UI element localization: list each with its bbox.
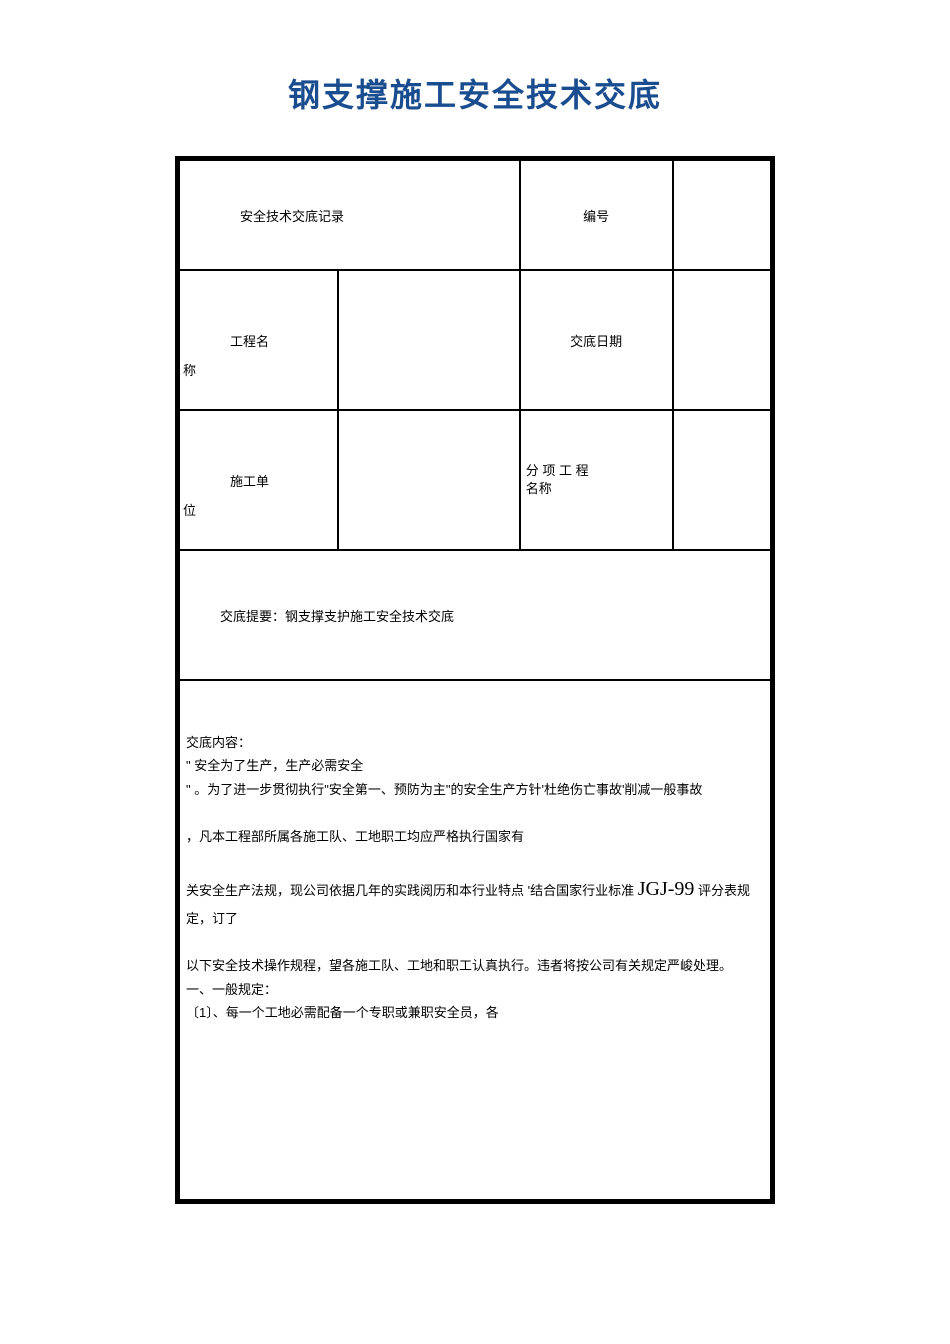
content-body: 交底内容： " 安全为了生产，生产必需安全 " 。为了进一步贯彻执行"安全第一、…: [186, 731, 764, 1024]
content-line-1: " 安全为了生产，生产必需安全: [186, 758, 363, 773]
number-label-cell: 编号: [520, 160, 673, 270]
table-row-5: 交底内容： " 安全为了生产，生产必需安全 " 。为了进一步贯彻执行"安全第一、…: [179, 680, 771, 1200]
summary-text: 交底提要：钢支撑支护施工安全技术交底: [220, 609, 454, 624]
content-line-2: " 。为了进一步贯彻执行"安全第一、预防为主"的安全生产方针'杜绝伤亡事故'削减…: [186, 782, 702, 797]
document-title: 钢支撑施工安全技术交底: [0, 70, 950, 116]
table-row-4: 交底提要：钢支撑支护施工安全技术交底: [179, 550, 771, 680]
construction-unit-label-suffix: 位: [183, 503, 196, 518]
project-name-label-suffix: 称: [183, 363, 196, 378]
form-table-container: 安全技术交底记录 编号 工程名 称 交底日期: [175, 156, 775, 1204]
date-label: 交底日期: [570, 334, 622, 349]
subproject-label-line2: 名称: [526, 481, 552, 496]
subproject-label-line1: 分 项 工 程: [526, 463, 589, 478]
record-label-cell: 安全技术交底记录: [179, 160, 520, 270]
table-row-3: 施工单 位 分 项 工 程 名称: [179, 410, 771, 550]
date-label-cell: 交底日期: [520, 270, 673, 410]
document-title-container: 钢支撑施工安全技术交底: [0, 0, 950, 156]
content-line-5: 以下安全技术操作规程，望各施工队、工地和职工认真执行。违者将按公司有关规定严峻处…: [186, 958, 732, 973]
number-label: 编号: [583, 209, 609, 224]
subproject-label-cell: 分 项 工 程 名称: [520, 410, 673, 550]
record-label: 安全技术交底记录: [240, 209, 344, 224]
form-table: 安全技术交底记录 编号 工程名 称 交底日期: [178, 159, 772, 1201]
project-name-label-main: 工程名: [230, 334, 269, 349]
date-value-cell: [673, 270, 771, 410]
project-name-label-cell: 工程名 称: [179, 270, 338, 410]
construction-unit-value-cell: [338, 410, 520, 550]
content-line-7: 〔1〕、每一个工地必需配备一个专职或兼职安全员，各: [186, 1005, 499, 1020]
number-value-cell: [673, 160, 771, 270]
project-name-value-cell: [338, 270, 520, 410]
content-line-6: 一、一般规定：: [186, 982, 277, 997]
content-line-4-part1: 关安全生产法规，现公司依据几年的实践阅历和本行业特点 '结合国家行业标准: [186, 883, 638, 898]
table-row-1: 安全技术交底记录 编号: [179, 160, 771, 270]
summary-cell: 交底提要：钢支撑支护施工安全技术交底: [179, 550, 771, 680]
subproject-value-cell: [673, 410, 771, 550]
table-row-2: 工程名 称 交底日期: [179, 270, 771, 410]
construction-unit-label-cell: 施工单 位: [179, 410, 338, 550]
jgj-standard: JGJ-99: [638, 878, 695, 900]
construction-unit-label-main: 施工单: [230, 474, 269, 489]
content-line-3: ，凡本工程部所属各施工队、工地职工均应严格执行国家有: [186, 829, 524, 844]
content-cell: 交底内容： " 安全为了生产，生产必需安全 " 。为了进一步贯彻执行"安全第一、…: [179, 680, 771, 1200]
content-heading: 交底内容：: [186, 735, 251, 750]
